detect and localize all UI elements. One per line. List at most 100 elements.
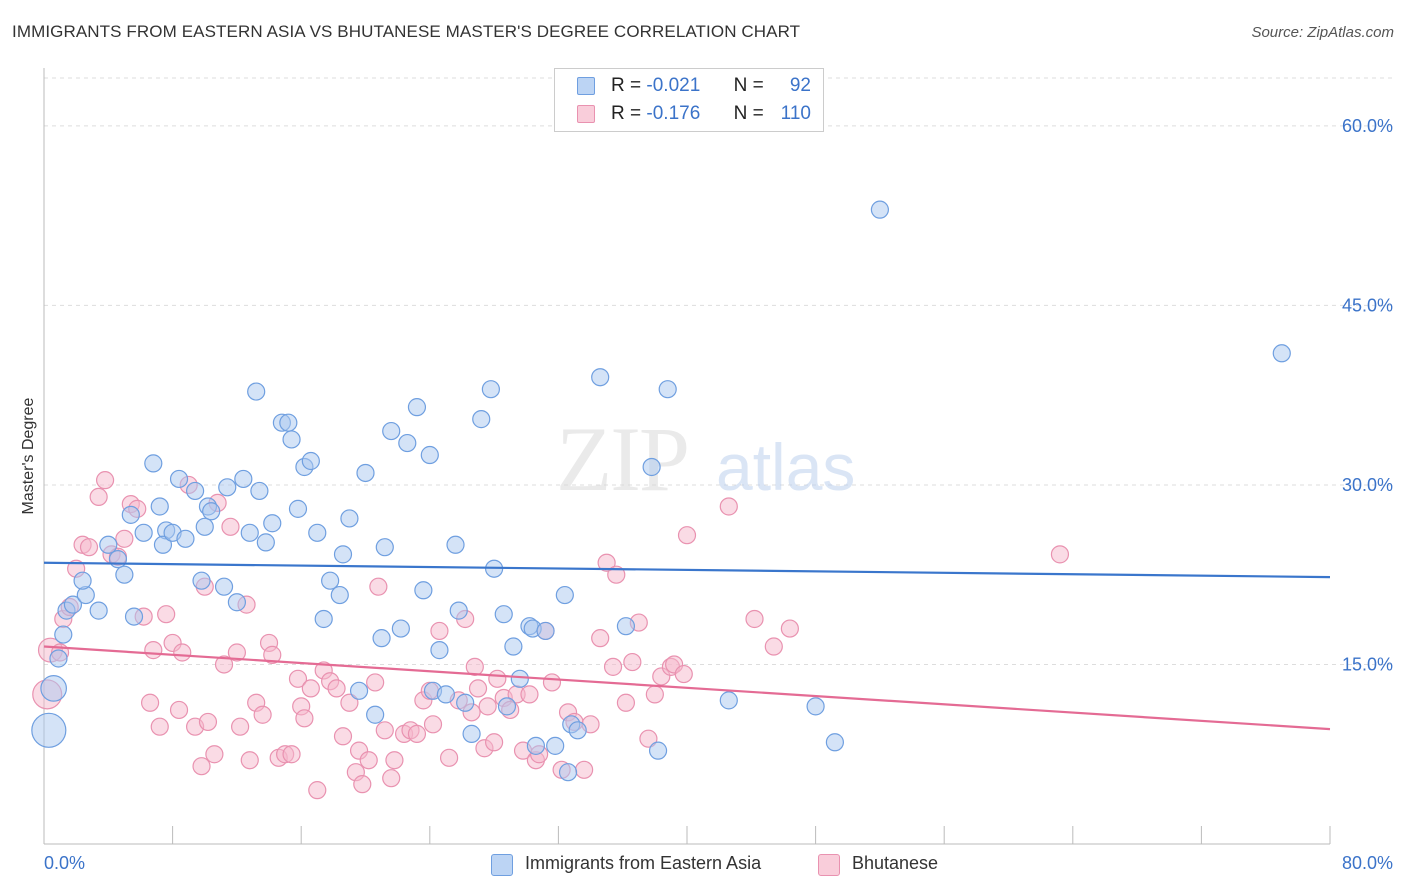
eastern-asia-point-26 (195, 517, 214, 536)
x-tick-label-min: 0.0% (44, 853, 85, 873)
bhutanese-point-39 (263, 645, 282, 664)
bhutanese-point-37 (253, 705, 272, 724)
bhutanese-point-91 (575, 760, 594, 779)
y-tick-label-1: 30.0% (1342, 475, 1393, 495)
bhutanese-point-31 (221, 517, 240, 536)
eastern-asia-point-60 (430, 641, 449, 660)
bhutanese-point-100 (639, 729, 658, 748)
bhutanese-point-33 (231, 717, 250, 736)
eastern-asia-point-12 (121, 505, 140, 524)
bhutanese-point-7 (79, 538, 99, 557)
eastern-asia-point-35 (263, 514, 282, 533)
bhutanese-point-42 (282, 745, 301, 764)
eastern-asia-point-7 (73, 571, 92, 590)
bottom-legend-label: Immigrants from Eastern Asia (525, 853, 762, 873)
bhutanese-point-95 (603, 657, 623, 676)
trend-lines (43, 561, 1331, 731)
bhutanese-point-98 (623, 652, 642, 672)
eastern-asia-point-5 (63, 595, 83, 614)
bottom-legend-label: Bhutanese (852, 853, 939, 873)
eastern-asia-point-50 (366, 705, 385, 724)
watermark: ZIP atlas (556, 408, 855, 510)
bhutanese-point-55 (353, 775, 372, 794)
y-tick-label-0: 15.0% (1342, 654, 1393, 674)
eastern-asia-point-16 (150, 497, 169, 516)
eastern-asia-point-78 (555, 585, 574, 605)
eastern-asia-point-34 (256, 533, 275, 552)
legend-n-value: 110 (780, 103, 811, 124)
eastern-asia-point-29 (227, 593, 246, 612)
eastern-asia-point-31 (240, 523, 259, 542)
bhutanese-trend-line (43, 645, 1331, 731)
legend-r-label: R = (611, 75, 642, 96)
bhutanese-point-21 (169, 700, 189, 720)
correlation-legend: R = -0.021 N = 92 R = -0.176 N = 110 (554, 68, 824, 132)
eastern-asia-trend-line (43, 561, 1331, 579)
bhutanese-point-47 (308, 781, 327, 800)
eastern-asia-point-90 (870, 200, 890, 219)
eastern-asia-point-47 (340, 509, 359, 528)
eastern-asia-point-48 (349, 681, 369, 700)
eastern-asia-point-2 (49, 649, 68, 668)
eastern-asia-point-71 (504, 637, 523, 656)
bhutanese-point-27 (198, 712, 218, 732)
bhutanese-point-110 (780, 619, 799, 638)
eastern-asia-point-56 (407, 398, 427, 417)
eastern-asia-point-33 (250, 481, 269, 501)
eastern-asia-point-44 (321, 571, 340, 590)
y-tick-label-2: 45.0% (1342, 295, 1393, 315)
legend-swatch-blue (577, 77, 595, 95)
eastern-asia-point-63 (449, 601, 468, 620)
eastern-asia-point-77 (546, 736, 565, 755)
bhutanese-point-68 (430, 621, 449, 641)
watermark-atlas: atlas (716, 430, 855, 504)
legend-n-label: N = (733, 75, 764, 96)
bhutanese-point-67 (423, 715, 443, 734)
eastern-asia-point-72 (510, 669, 529, 688)
bhutanese-point-22 (173, 643, 192, 662)
eastern-asia-point-42 (308, 523, 327, 542)
eastern-asia-point-82 (591, 368, 610, 387)
bhutanese-point-77 (485, 733, 504, 752)
bhutanese-point-61 (385, 751, 404, 770)
eastern-asia-point-54 (391, 619, 410, 638)
bhutanese-point-46 (301, 679, 320, 698)
bhutanese-point-101 (645, 685, 664, 704)
eastern-asia-point-9 (99, 535, 118, 554)
eastern-asia-point-14 (134, 523, 153, 542)
bhutanese-point-97 (616, 693, 636, 712)
chart-title: IMMIGRANTS FROM EASTERN ASIA VS BHUTANES… (12, 22, 801, 41)
bottom-legend-swatch-blue (491, 854, 513, 876)
bhutanese-point-30 (214, 655, 234, 674)
bhutanese-point-28 (205, 745, 224, 764)
bhutanese-point-50 (327, 679, 346, 698)
bhutanese-point-59 (375, 721, 394, 740)
eastern-asia-point-81 (568, 721, 587, 740)
bhutanese-point-16 (140, 693, 160, 712)
eastern-asia-point-0 (31, 712, 67, 748)
legend-n-value: 92 (789, 75, 811, 96)
eastern-asia-point-51 (372, 629, 391, 648)
bhutanese-point-52 (340, 693, 359, 712)
eastern-asia-point-41 (301, 451, 320, 471)
bhutanese-point-108 (745, 609, 764, 629)
eastern-asia-point-91 (1272, 344, 1291, 363)
eastern-asia-point-85 (648, 741, 668, 760)
eastern-asia-point-64 (456, 693, 475, 712)
bhutanese-point-45 (295, 709, 314, 728)
bhutanese-point-19 (157, 605, 176, 624)
eastern-asia-point-75 (526, 736, 545, 755)
eastern-asia-point-89 (825, 733, 844, 752)
eastern-asia-point-83 (616, 617, 636, 636)
eastern-asia-point-15 (144, 454, 163, 473)
eastern-asia-point-79 (558, 763, 578, 782)
axes (43, 68, 1331, 845)
bhutanese-point-58 (369, 577, 388, 596)
bhutanese-point-25 (192, 757, 211, 776)
bhutanese-point-12 (115, 529, 134, 548)
eastern-asia-point-27 (214, 577, 234, 596)
eastern-asia-point-38 (282, 430, 301, 449)
bhutanese-point-74 (468, 679, 488, 698)
bhutanese-point-9 (95, 471, 115, 490)
